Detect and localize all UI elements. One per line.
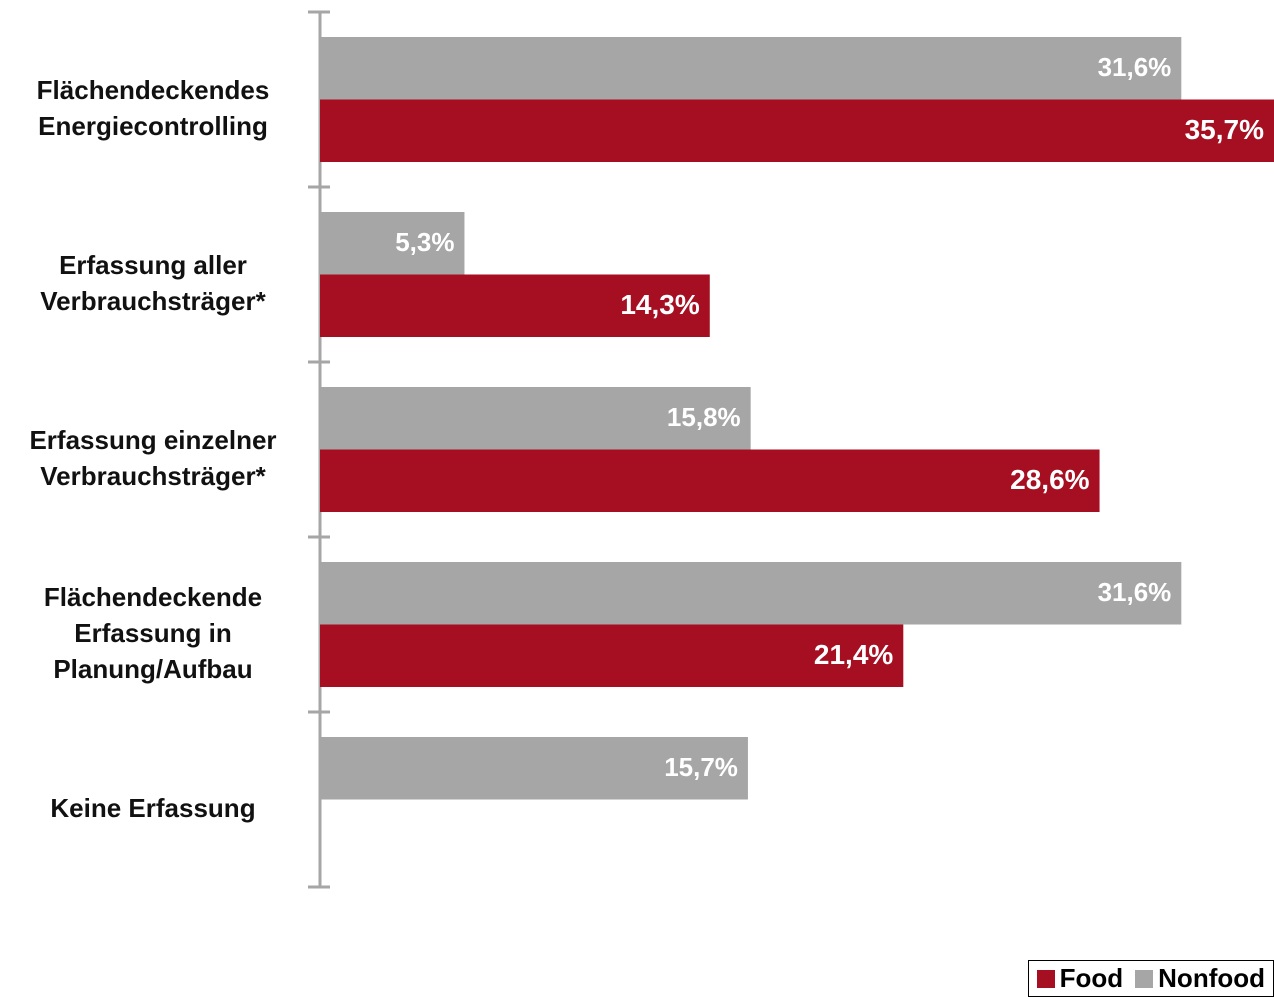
bar	[320, 737, 748, 800]
data-label: 5,3%	[395, 227, 454, 257]
legend: Food Nonfood	[1027, 960, 1274, 997]
data-label: 28,6%	[1010, 464, 1089, 495]
bar	[320, 449, 1100, 512]
bar	[320, 387, 751, 450]
data-label: 14,3%	[620, 289, 699, 320]
legend-label: Food	[1059, 963, 1124, 993]
legend-label: Nonfood	[1158, 963, 1265, 993]
data-label: 31,6%	[1098, 52, 1172, 82]
bar	[320, 274, 710, 337]
category-label: Erfassung einzelner Verbrauchsträger*	[29, 424, 277, 491]
legend-item: Food	[1036, 963, 1124, 994]
bar	[320, 99, 1274, 162]
data-label: 15,8%	[667, 402, 741, 432]
legend-swatch	[1135, 969, 1154, 988]
bar	[320, 624, 904, 687]
data-label: 15,7%	[664, 752, 738, 782]
category-label: Keine Erfassung	[50, 792, 256, 823]
data-label: 35,7%	[1185, 114, 1264, 145]
category-label: Erfassung aller Verbrauchsträger*	[40, 249, 266, 316]
category-label: Flächendeckende Erfassung in Planung/Auf…	[43, 581, 263, 684]
data-label: 31,6%	[1098, 577, 1172, 607]
legend-swatch	[1036, 969, 1055, 988]
data-label: 21,4%	[814, 639, 893, 670]
bar	[320, 37, 1182, 100]
bar	[320, 562, 1182, 625]
category-label: Flächendeckendes Energiecontrolling	[36, 74, 270, 141]
bar	[320, 212, 465, 275]
legend-item: Nonfood	[1135, 963, 1265, 994]
